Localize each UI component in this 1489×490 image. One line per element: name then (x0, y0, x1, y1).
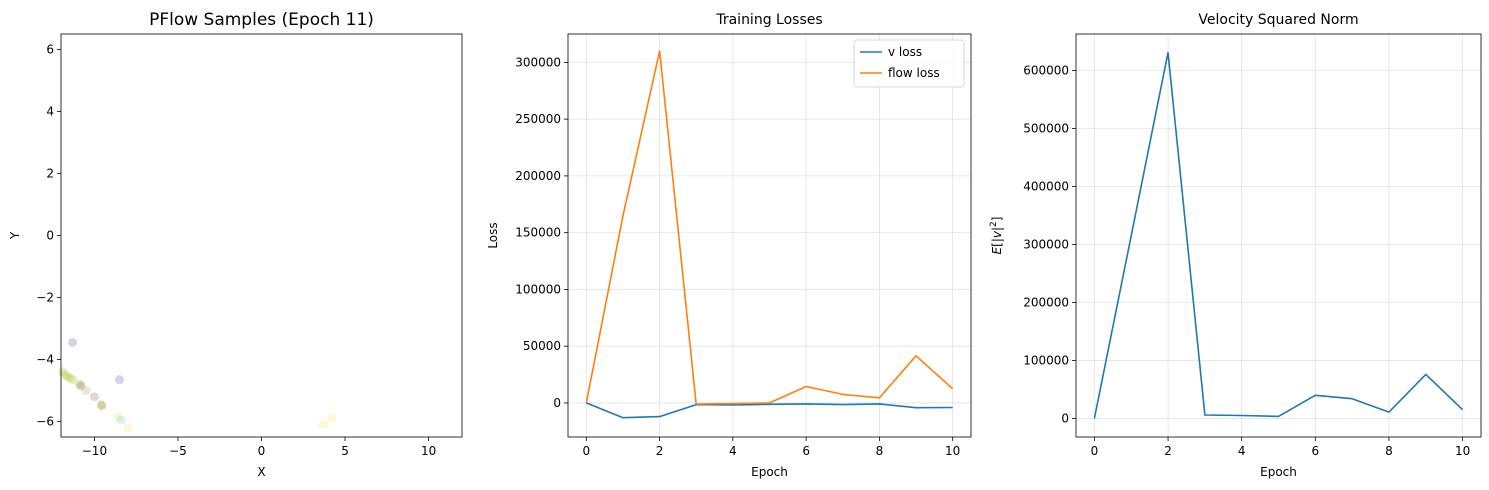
y-tick-label: −2 (36, 291, 54, 305)
velocity-marks (1093, 51, 1464, 419)
losses-y-ticks: 0 50000 100000 150000 200000 250000 300000 (515, 55, 568, 410)
x-tick-label: 0 (582, 444, 590, 458)
y-tick-label: 0 (553, 396, 561, 410)
y-tick-label: 50000 (523, 339, 561, 353)
y-tick-label: 200000 (515, 169, 561, 183)
y-tick-label: 0 (46, 229, 54, 243)
y-tick-label: 600000 (1023, 64, 1069, 78)
velocity-title: Velocity Squared Norm (1198, 12, 1358, 28)
losses-axes-frame (567, 33, 972, 438)
x-tick-label: 8 (876, 444, 884, 458)
velocity-axes-frame (1075, 33, 1482, 438)
x-tick-label: 2 (1164, 444, 1172, 458)
scatter-point (65, 373, 75, 383)
x-tick-label: 2 (656, 444, 664, 458)
series-line-0 (1093, 51, 1464, 419)
y-tick-label: −4 (36, 353, 54, 367)
scatter-point (60, 370, 70, 380)
x-tick-label: 10 (945, 444, 960, 458)
x-tick-label: 4 (1238, 444, 1246, 458)
losses-panel: Training Losses 0 2 4 6 8 10 0 50000 100000 1500… (486, 12, 972, 479)
scatter-point (68, 337, 78, 347)
x-tick-label: 4 (729, 444, 737, 458)
scatter-point (89, 392, 99, 402)
y-tick-label: 0 (1061, 411, 1069, 425)
velocity-x-axis-label: Epoch (1260, 465, 1297, 479)
ylabel-bar: | (990, 227, 1004, 231)
scatter-panel: PFlow Samples (Epoch 11) −10 −5 0 5 10 −6−4−… (8, 10, 463, 479)
y-tick-label: 150000 (515, 226, 561, 240)
velocity-y-ticks: 0 100000 200000 300000 400000 500000 600000 (1023, 64, 1076, 425)
x-tick-label: 10 (421, 444, 436, 458)
scatter-point (81, 386, 91, 395)
legend-label-flow-loss: flow loss (888, 66, 940, 80)
losses-x-axis-label: Epoch (751, 465, 788, 479)
x-tick-label: −10 (82, 444, 107, 458)
x-tick-label: 6 (802, 444, 810, 458)
series-line-1 (585, 50, 954, 405)
ylabel-v: v (990, 230, 1004, 238)
y-tick-label: 250000 (515, 112, 561, 126)
legend-label-v-loss: v loss (888, 45, 922, 59)
x-tick-label: 8 (1385, 444, 1393, 458)
losses-marks (585, 50, 954, 419)
scatter-point (68, 375, 78, 385)
scatter-point (113, 412, 123, 422)
scatter-point (96, 399, 106, 409)
y-tick-label: 500000 (1023, 122, 1069, 136)
losses-legend: v loss flow loss (853, 39, 965, 88)
losses-title: Training Losses (715, 12, 822, 28)
scatter-point (97, 401, 107, 411)
x-tick-label: 6 (1311, 444, 1319, 458)
losses-x-ticks: 0 2 4 6 8 10 (582, 437, 960, 458)
x-tick-label: 0 (1091, 444, 1099, 458)
ylabel-expectation: E (990, 246, 1004, 254)
x-tick-label: 10 (1455, 444, 1470, 458)
y-tick-label: 400000 (1023, 180, 1069, 194)
y-tick-label: 200000 (1023, 295, 1069, 309)
y-tick-label: 100000 (515, 282, 561, 296)
scatter-point (327, 413, 337, 423)
y-tick-label: 6 (46, 43, 54, 57)
y-tick-label: 2 (46, 167, 54, 181)
scatter-point (114, 375, 124, 385)
x-tick-label: 5 (341, 444, 349, 458)
velocity-y-axis-label: E[|v|2] (989, 217, 1004, 255)
x-tick-label: −5 (169, 444, 187, 458)
y-tick-label: 4 (46, 105, 54, 119)
scatter-point (116, 415, 126, 425)
ylabel-close: ] (990, 217, 1004, 222)
ylabel-open: [| (990, 238, 1004, 247)
scatter-point (318, 420, 328, 430)
y-tick-label: 100000 (1023, 353, 1069, 367)
losses-grid (568, 34, 971, 437)
scatter-point (123, 423, 133, 433)
scatter-marks (58, 337, 337, 433)
series-line-0 (586, 402, 953, 419)
x-tick-label: 0 (258, 444, 266, 458)
velocity-x-ticks: 0 2 4 6 8 10 (1091, 437, 1470, 458)
scatter-point (63, 372, 73, 382)
ylabel-exponent: 2 (989, 221, 999, 227)
losses-y-axis-label: Loss (486, 222, 500, 248)
velocity-grid (1076, 34, 1481, 437)
y-tick-label: 300000 (1023, 237, 1069, 251)
scatter-y-ticks: −6 −4 −2 0 2 4 6 (36, 43, 61, 429)
scatter-point (58, 367, 68, 377)
scatter-y-axis-label: Y (8, 231, 22, 240)
velocity-panel: Velocity Squared Norm 0 2 4 6 8 10 0 100000 200… (989, 12, 1482, 479)
y-tick-label: −6 (36, 415, 54, 429)
scatter-x-ticks: −10 −5 0 5 10 (82, 437, 436, 458)
scatter-point (76, 381, 86, 391)
scatter-x-axis-label: X (257, 465, 265, 479)
scatter-point (74, 379, 84, 389)
y-tick-label: 300000 (515, 55, 561, 69)
scatter-title: PFlow Samples (Epoch 11) (149, 10, 374, 30)
